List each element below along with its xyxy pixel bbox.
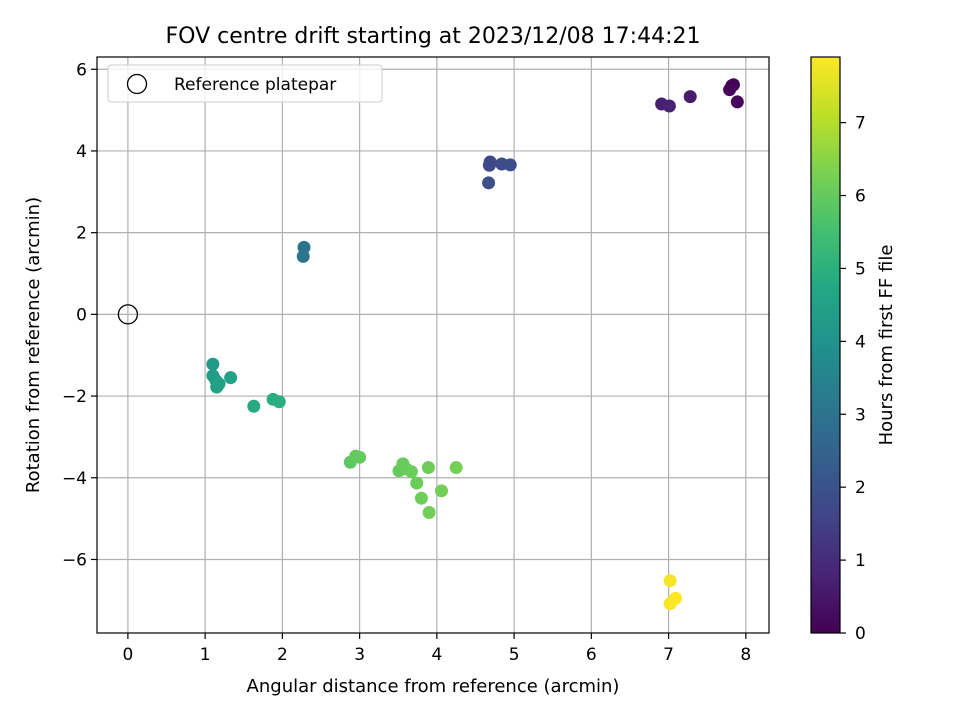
colorbar-tick-label: 0 — [855, 624, 866, 644]
data-point — [422, 505, 436, 519]
x-tick-label: 2 — [277, 645, 288, 665]
grid-lines — [97, 57, 769, 633]
x-tick-label: 8 — [740, 645, 751, 665]
colorbar-ticks: 0 1 2 3 4 5 6 7 — [840, 114, 866, 644]
data-point — [503, 158, 517, 172]
data-point — [449, 461, 463, 475]
colorbar-tick-label: 1 — [855, 551, 866, 571]
colorbar-gradient — [810, 56, 841, 634]
data-points — [206, 78, 744, 611]
x-axis-label: Angular distance from reference (arcmin) — [247, 676, 620, 697]
x-axis-ticks: 0 1 2 3 4 5 6 7 8 — [122, 633, 751, 665]
legend-box — [107, 64, 383, 103]
reference-platepar-point — [117, 304, 139, 325]
colorbar-tick-label: 7 — [855, 114, 866, 134]
colorbar-tick-label: 3 — [855, 405, 866, 425]
data-point — [414, 491, 428, 505]
chart-title: FOV centre drift starting at 2023/12/08 … — [166, 24, 701, 49]
data-point — [663, 574, 677, 588]
y-tick-label: −2 — [62, 387, 87, 407]
legend-marker-icon — [126, 73, 148, 95]
data-point — [683, 90, 697, 104]
data-point — [482, 176, 496, 190]
colorbar-tick-label: 4 — [855, 332, 866, 352]
data-point — [224, 371, 238, 385]
colorbar: 0 1 2 3 4 5 6 7 Hours from first FF file — [810, 56, 897, 644]
data-point — [247, 399, 261, 413]
reference-marker — [117, 304, 139, 325]
x-tick-label: 3 — [354, 645, 365, 665]
y-tick-label: −4 — [62, 469, 87, 489]
x-tick-label: 1 — [200, 645, 211, 665]
data-point — [353, 450, 367, 464]
x-tick-label: 0 — [122, 645, 133, 665]
data-point — [296, 249, 310, 263]
x-tick-label: 5 — [509, 645, 520, 665]
data-point — [669, 591, 683, 605]
data-point — [410, 476, 424, 490]
colorbar-label: Hours from first FF file — [876, 245, 897, 446]
data-point — [434, 484, 448, 498]
data-point — [482, 158, 496, 172]
x-tick-label: 6 — [586, 645, 597, 665]
data-point — [206, 357, 220, 371]
legend: Reference platepar — [107, 64, 383, 103]
data-point — [730, 95, 744, 109]
data-point — [723, 83, 737, 97]
data-point — [404, 465, 418, 479]
data-point — [272, 395, 286, 409]
y-axis-label: Rotation from reference (arcmin) — [23, 197, 44, 493]
x-tick-label: 4 — [431, 645, 442, 665]
y-tick-label: 2 — [76, 224, 87, 244]
y-tick-label: −6 — [62, 550, 87, 570]
x-tick-label: 7 — [663, 645, 674, 665]
legend-entry-reference: Reference platepar — [174, 75, 336, 95]
data-point — [662, 99, 676, 113]
y-tick-label: 0 — [76, 305, 87, 325]
y-tick-label: 6 — [76, 60, 87, 80]
data-point — [210, 380, 224, 394]
y-tick-label: 4 — [76, 142, 87, 162]
colorbar-tick-label: 2 — [855, 478, 866, 498]
plot-frame — [96, 56, 770, 634]
y-axis-ticks: −6 −4 −2 0 2 4 6 — [62, 60, 97, 570]
colorbar-tick-label: 6 — [855, 187, 866, 207]
data-point — [421, 461, 435, 475]
colorbar-tick-label: 5 — [855, 259, 866, 279]
